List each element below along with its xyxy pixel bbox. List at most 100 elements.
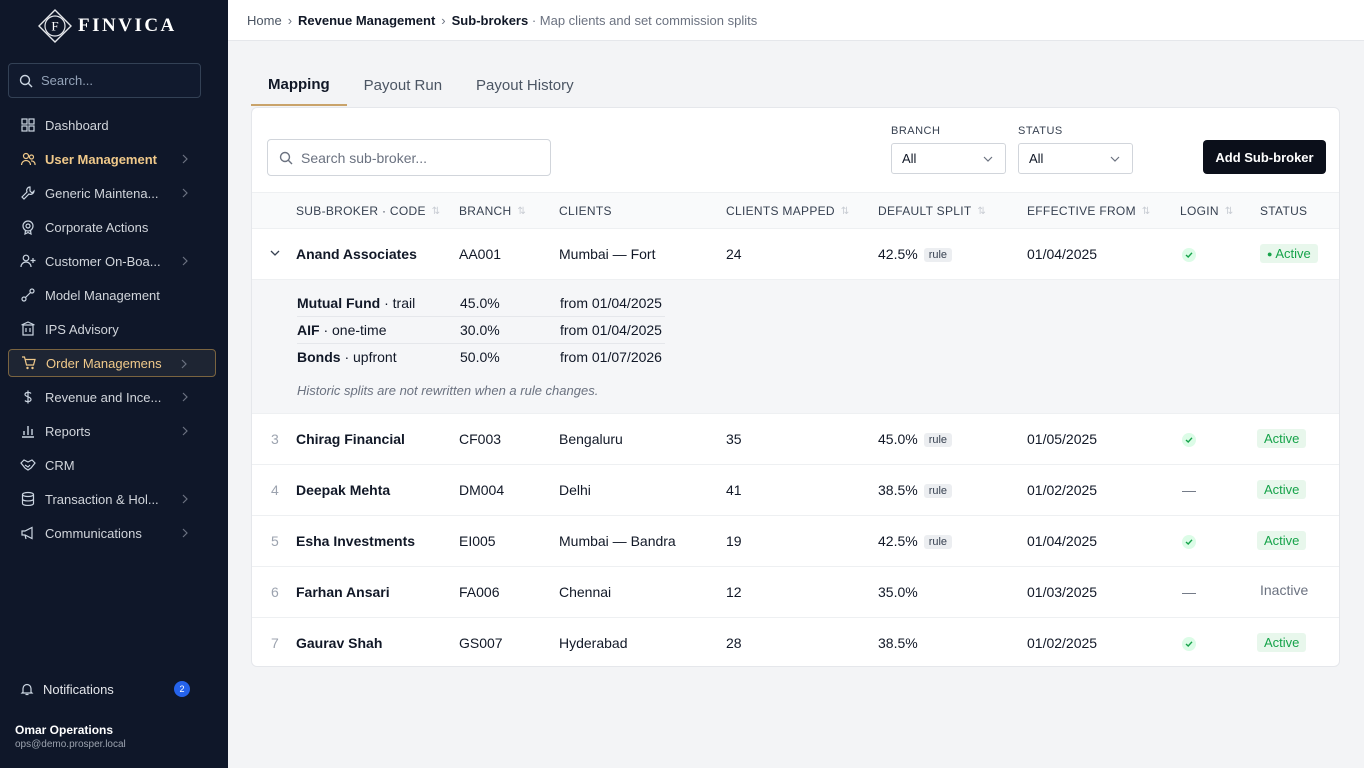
sidebar-item-ips-advisory[interactable]: IPS Advisory (8, 315, 216, 343)
col-header-branch[interactable]: BRANCH ⇅ (459, 204, 527, 218)
notifications-label: Notifications (43, 681, 114, 697)
chevron-right-icon (182, 424, 188, 439)
sort-icon: ⇅ (431, 205, 441, 217)
sub-broker-name: Farhan Ansari (296, 584, 390, 600)
branch-select-value: All (902, 151, 917, 166)
clients-mapped: 19 (726, 533, 742, 549)
breadcrumb-home[interactable]: Home (247, 12, 282, 28)
sub-broker-name: Anand Associates (296, 246, 417, 262)
sidebar-item-communications[interactable]: Communications (8, 519, 216, 547)
split-product: AIF (297, 322, 320, 338)
split-type: upfront (353, 349, 397, 365)
breadcrumb-separator: › (441, 12, 446, 28)
status-badge: Active (1257, 633, 1307, 652)
sub-broker-code: GS007 (459, 635, 503, 651)
effective-from: 01/04/2025 (1027, 246, 1098, 262)
status-select[interactable]: All (1018, 143, 1133, 174)
table-row[interactable]: 4 Deepak Mehta DM004 Delhi 41 38.5% rule 01/02/… (252, 465, 1339, 516)
table-row[interactable]: 7 Gaurav Shah GS007 Hyderabad 28 38.5% 01/02/2… (252, 618, 1339, 666)
brand-logo[interactable]: F FINVICA (38, 8, 177, 44)
sidebar-item-dashboard[interactable]: Dashboard (8, 111, 216, 139)
sidebar-item-label: Reports (45, 423, 91, 439)
branch-select[interactable]: All (891, 143, 1006, 174)
sort-icon: ⇅ (977, 205, 987, 217)
status-select-value: All (1029, 151, 1044, 166)
status-badge: Active (1257, 531, 1307, 550)
sidebar-item-reports[interactable]: Reports (8, 417, 216, 445)
bell-icon (20, 682, 34, 696)
sub-broker-search[interactable] (267, 139, 551, 176)
chevron-right-icon (182, 492, 188, 507)
clients-mapped: 12 (726, 584, 742, 600)
page-subtitle: Map clients and set commission splits (539, 12, 758, 28)
clients-mapped: 41 (726, 482, 742, 498)
table-row[interactable]: 5 Esha Investments EI005 Mumbai — Bandra 19 4… (252, 516, 1339, 567)
col-header-login[interactable]: LOGIN ⇅ (1180, 204, 1234, 218)
branch-location: Bengaluru (559, 431, 623, 447)
chevron-right-icon (182, 152, 188, 167)
split-history-note: Historic splits are not rewritten when a… (297, 383, 599, 398)
split-percent: 30.0% (460, 322, 500, 338)
effective-from: 01/02/2025 (1027, 482, 1098, 498)
chevron-down-icon (983, 156, 993, 162)
user-name: Omar Operations (15, 723, 114, 737)
rule-tag: rule (923, 535, 953, 549)
sidebar-item-revenue-and-ince[interactable]: Revenue and Ince... (8, 383, 216, 411)
sub-broker-name: Gaurav Shah (296, 635, 383, 651)
megaphone-icon (20, 525, 36, 541)
sidebar-item-order-managemens[interactable]: Order Managemens (8, 349, 216, 377)
login-disabled-dash: — (1182, 584, 1196, 600)
user-profile[interactable]: Omar Operations ops@demo.prosper.local (15, 723, 126, 750)
sidebar-item-model-management[interactable]: Model Management (8, 281, 216, 309)
split-row: Mutual Fund · trail 45.0% from 01/04/202… (297, 290, 665, 317)
table-row-expanded[interactable]: Anand Associates AA001 Mumbai — Fort 24 … (252, 229, 1339, 280)
notifications-item[interactable]: Notifications 2 (20, 678, 200, 700)
split-effective: from 01/07/2026 (560, 349, 662, 365)
table-row[interactable]: 6 Farhan Ansari FA006 Chennai 12 35.0% 01/03/2… (252, 567, 1339, 618)
effective-from: 01/05/2025 (1027, 431, 1098, 447)
login-enabled-icon (1182, 533, 1196, 549)
sub-broker-search-input[interactable] (301, 149, 541, 166)
sidebar-item-label: Corporate Actions (45, 219, 149, 235)
sidebar-item-transaction-hol[interactable]: Transaction & Hol... (8, 485, 216, 513)
user-email: ops@demo.prosper.local (15, 739, 126, 750)
sidebar-item-label: Generic Maintena... (45, 185, 159, 201)
split-percent: 45.0% (460, 295, 500, 311)
chevron-right-icon (182, 526, 188, 541)
col-header-sub-broker[interactable]: SUB-BROKER · CODE ⇅ (296, 204, 441, 218)
sidebar-search-input[interactable] (41, 73, 191, 88)
bar-chart-icon (20, 423, 36, 439)
clients-mapped: 28 (726, 635, 742, 651)
branch-location: Mumbai — Fort (559, 246, 656, 262)
tab-mapping[interactable]: Mapping (251, 64, 347, 106)
sidebar-search[interactable] (8, 63, 201, 98)
breadcrumb-page: Sub-brokers (451, 12, 529, 28)
col-header-clients-mapped[interactable]: CLIENTS MAPPED ⇅ (726, 204, 850, 218)
tab-payout-run[interactable]: Payout Run (363, 76, 443, 94)
sidebar-item-generic-maintena[interactable]: Generic Maintena... (8, 179, 216, 207)
branch-filter-label: BRANCH (891, 125, 941, 137)
collapse-chevron-icon[interactable] (270, 244, 280, 260)
split-details-panel: Mutual Fund · trail 45.0% from 01/04/202… (252, 280, 1339, 414)
row-index: 6 (271, 584, 279, 600)
add-sub-broker-button[interactable]: Add Sub-broker (1203, 140, 1326, 174)
sidebar-item-user-management[interactable]: User Management (8, 145, 216, 173)
sidebar-item-corporate-actions[interactable]: Corporate Actions (8, 213, 216, 241)
login-disabled-dash: — (1182, 482, 1196, 498)
col-header-effective-from[interactable]: EFFECTIVE FROM ⇅ (1027, 204, 1151, 218)
chevron-right-icon (182, 254, 188, 269)
default-split: 35.0% (878, 584, 918, 600)
col-header-default-split[interactable]: DEFAULT SPLIT ⇅ (878, 204, 987, 218)
tab-payout-history[interactable]: Payout History (476, 76, 574, 94)
clients-mapped: 35 (726, 431, 742, 447)
row-index: 4 (271, 482, 279, 498)
col-header-status: STATUS (1260, 204, 1308, 218)
sidebar-item-crm[interactable]: CRM (8, 451, 216, 479)
login-enabled-icon (1182, 431, 1196, 447)
table-row[interactable]: 3 Chirag Financial CF003 Bengaluru 35 45.0% ru… (252, 414, 1339, 465)
sidebar-item-label: User Management (45, 151, 157, 167)
breadcrumb-section[interactable]: Revenue Management (298, 12, 436, 28)
sidebar-item-customer-on-boa[interactable]: Customer On-Boa... (8, 247, 216, 275)
row-index: 3 (271, 431, 279, 447)
branch-location: Mumbai — Bandra (559, 533, 676, 549)
